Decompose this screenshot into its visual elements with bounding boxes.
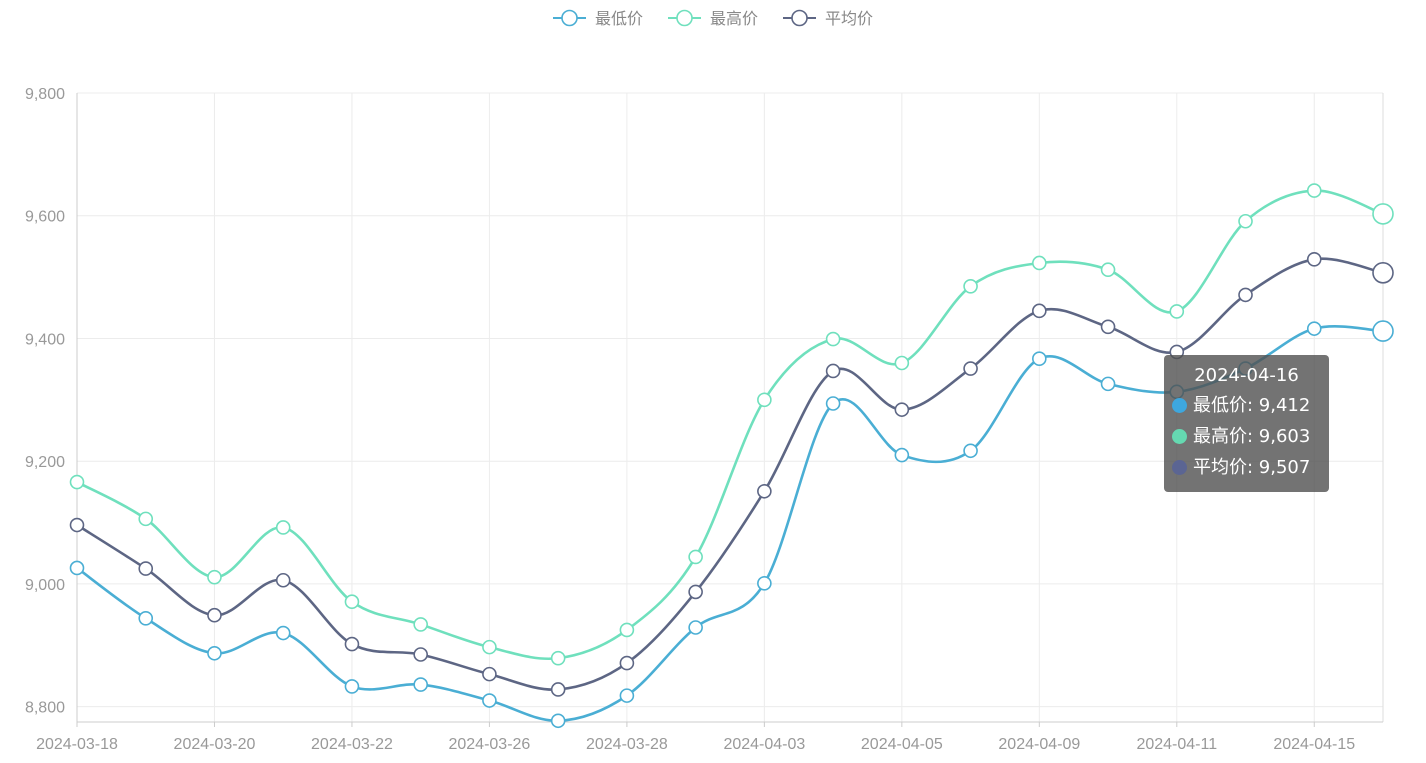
data-point-average[interactable] [688, 584, 703, 600]
data-point-highest[interactable] [757, 392, 772, 408]
data-point-lowest[interactable] [344, 679, 360, 694]
legend-item-average[interactable]: 平均价 [783, 9, 873, 28]
data-point-highest[interactable] [482, 639, 497, 655]
x-tick-label: 2024-03-20 [174, 736, 256, 753]
legend[interactable]: 最低价 最高价 平均价 [553, 9, 873, 28]
data-point-highest[interactable] [275, 520, 291, 535]
x-tick-label: 2024-04-05 [861, 736, 943, 753]
tooltip-title: 2024-04-16 [1194, 365, 1299, 386]
x-tick-label: 2024-03-28 [586, 736, 668, 753]
tooltip-dot-min [1172, 398, 1187, 413]
x-tick-label: 2024-03-22 [311, 736, 393, 753]
data-point-lowest[interactable] [550, 713, 566, 729]
x-tick-label: 2024-03-18 [36, 736, 118, 753]
tooltip: 2024-04-16 最低价: 9,412 最高价: 9,603 平均价: 9,… [1164, 355, 1329, 492]
data-point-average[interactable] [482, 666, 497, 682]
x-tick-label: 2024-04-15 [1273, 736, 1355, 753]
data-point-highest[interactable] [413, 617, 428, 632]
data-point-lowest[interactable] [482, 693, 497, 708]
data-point-average[interactable] [550, 682, 566, 697]
data-point-average[interactable] [825, 363, 841, 379]
data-point-highest[interactable] [550, 650, 566, 666]
tooltip-label-min: 最低价: 9,412 [1193, 395, 1311, 416]
data-point-highest[interactable] [344, 594, 360, 610]
data-point-lowest[interactable] [619, 688, 635, 703]
data-point-highest[interactable] [894, 355, 910, 371]
data-point-average[interactable] [1372, 262, 1394, 284]
data-point-lowest[interactable] [963, 443, 978, 459]
data-point-average[interactable] [619, 655, 635, 671]
data-point-highest[interactable] [688, 549, 703, 565]
legend-marker [676, 9, 693, 27]
axes: 8,800 9,000 9,200 9,400 9,600 9,800 2024-03-18… [25, 86, 1383, 753]
data-point-lowest[interactable] [1100, 376, 1116, 392]
data-point-average[interactable] [275, 572, 291, 588]
data-point-lowest[interactable] [69, 560, 85, 576]
data-point-highest[interactable] [963, 279, 978, 294]
legend-label: 最高价 [710, 9, 758, 28]
series-layer [69, 183, 1394, 729]
tooltip-dot-avg [1172, 460, 1187, 475]
data-point-lowest[interactable] [138, 610, 154, 626]
data-point-lowest[interactable] [757, 576, 772, 591]
legend-item-lowest[interactable]: 最低价 [553, 9, 643, 28]
legend-marker [561, 9, 578, 27]
y-tick-label: 9,000 [25, 577, 65, 594]
data-point-average[interactable] [138, 561, 154, 576]
data-point-highest[interactable] [825, 331, 841, 347]
data-point-average[interactable] [894, 402, 910, 417]
x-tick-label: 2024-04-03 [723, 736, 805, 753]
data-point-average[interactable] [1032, 303, 1047, 319]
y-tick-label: 9,600 [25, 209, 65, 226]
data-point-highest[interactable] [1169, 304, 1185, 319]
data-point-lowest[interactable] [207, 645, 222, 661]
tooltip-row-min: 最低价: 9,412 [1172, 390, 1321, 421]
tooltip-label-avg: 平均价: 9,507 [1193, 457, 1311, 478]
data-point-lowest[interactable] [688, 620, 703, 635]
data-point-lowest[interactable] [894, 447, 910, 463]
data-point-highest[interactable] [207, 569, 222, 585]
data-point-average[interactable] [1238, 287, 1253, 303]
data-point-average[interactable] [69, 517, 85, 533]
data-point-highest[interactable] [619, 622, 635, 638]
y-tick-label: 9,400 [25, 331, 65, 348]
x-tick-label: 2024-04-11 [1136, 736, 1217, 753]
data-point-lowest[interactable] [413, 677, 428, 692]
data-point-lowest[interactable] [825, 396, 841, 411]
data-point-average[interactable] [344, 636, 360, 652]
x-tick-label: 2024-03-26 [448, 736, 530, 753]
data-point-average[interactable] [413, 647, 428, 662]
tooltip-row-max: 最高价: 9,603 [1172, 421, 1321, 452]
data-point-lowest[interactable] [1306, 321, 1322, 336]
data-point-average[interactable] [207, 607, 222, 623]
tooltip-dot-max [1172, 429, 1187, 444]
data-point-average[interactable] [1100, 319, 1116, 335]
data-point-highest[interactable] [138, 511, 154, 527]
data-point-highest[interactable] [1238, 213, 1253, 229]
data-point-average[interactable] [963, 361, 978, 376]
x-tick-label: 2024-04-09 [998, 736, 1080, 753]
data-point-average[interactable] [757, 483, 772, 499]
data-point-highest[interactable] [1100, 262, 1116, 278]
legend-label: 最低价 [595, 9, 643, 28]
y-tick-label: 9,200 [25, 454, 65, 471]
tooltip-label-max: 最高价: 9,603 [1193, 426, 1311, 447]
legend-label: 平均价 [825, 9, 873, 28]
data-point-highest[interactable] [1372, 203, 1394, 225]
tooltip-row-avg: 平均价: 9,507 [1172, 452, 1321, 483]
data-point-lowest[interactable] [1032, 351, 1047, 367]
y-tick-label: 8,800 [25, 700, 65, 717]
y-tick-label: 9,800 [25, 86, 65, 103]
data-point-highest[interactable] [1032, 255, 1047, 271]
data-point-average[interactable] [1306, 252, 1322, 267]
data-point-highest[interactable] [1306, 183, 1322, 198]
data-point-lowest[interactable] [1372, 320, 1394, 342]
data-point-highest[interactable] [69, 474, 85, 490]
data-point-lowest[interactable] [275, 625, 291, 641]
legend-marker [791, 9, 808, 27]
legend-item-highest[interactable]: 最高价 [668, 9, 758, 28]
